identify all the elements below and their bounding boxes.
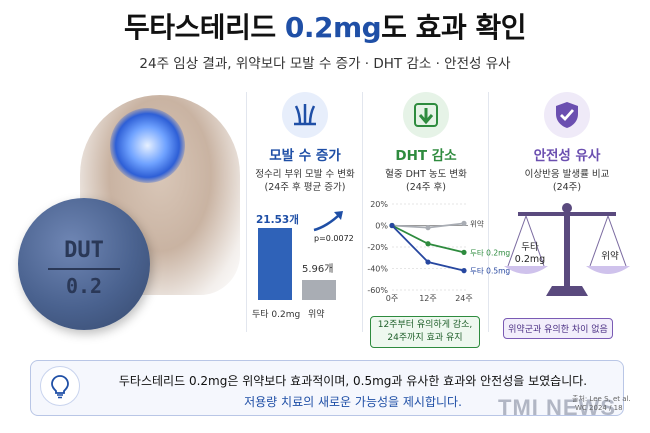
watermark-logo: TMI NEWS xyxy=(498,395,616,420)
page-title: 두타스테리드 0.2mg도 효과 확인 xyxy=(0,6,650,46)
dut-axis-label: 두타 0.2mg xyxy=(252,310,301,320)
hair-column: 모발 수 증가 정수리 부위 모발 수 변화 (24주 후 평균 증가) xyxy=(250,92,360,194)
safety-column: 안전성 유사 이상반응 발생률 비교 (24주) xyxy=(492,92,642,194)
safety-sub-1: 이상반응 발생률 비교 xyxy=(524,169,610,180)
trend-arrow-icon xyxy=(313,211,343,232)
series-label: 두타 0.5mg xyxy=(470,267,510,276)
data-point xyxy=(425,225,431,231)
series-label: 위약 xyxy=(470,218,484,228)
pill-illustration: DUT 0.2 xyxy=(18,198,150,330)
data-point xyxy=(461,268,467,274)
pill-text-top: DUT xyxy=(64,238,104,263)
source-line-1: 출처: Lee S, et al. xyxy=(572,395,631,403)
title-suffix: 도 효과 확인 xyxy=(381,11,526,44)
hair-follicle-icon xyxy=(282,92,328,138)
series-label: 두타 0.2mg xyxy=(470,248,510,257)
dht-note-line-2: 24주까지 효과 유지 xyxy=(387,333,463,343)
x-tick-label: 0주 xyxy=(386,294,398,303)
down-arrow-icon xyxy=(403,92,449,138)
shield-check-icon xyxy=(544,92,590,138)
y-tick-label: -20% xyxy=(367,243,388,252)
title-accent: 0.2mg xyxy=(284,11,382,44)
page-subtitle: 24주 임상 결과, 위약보다 모발 수 증가 · DHT 감소 · 안전성 유… xyxy=(139,56,511,72)
placebo-value-label: 5.96개 xyxy=(302,264,334,275)
summary-box xyxy=(30,360,624,416)
balance-scale-icon xyxy=(504,203,630,296)
data-point xyxy=(425,241,431,247)
hair-title: 모발 수 증가 xyxy=(269,148,341,164)
hair-sub-2: (24주 후 평균 증가) xyxy=(264,182,346,193)
dut-value-label: 21.53개 xyxy=(256,214,299,226)
lightbulb-icon xyxy=(40,366,80,406)
dht-sub-1: 혈중 DHT 농도 변화 xyxy=(385,169,467,180)
hair-sub-1: 정수리 부위 모발 수 변화 xyxy=(255,169,355,180)
divider-1 xyxy=(246,92,247,332)
left-pan-label: 두타 0.2mg xyxy=(514,242,546,265)
hair-bar-chart: 21.53개 5.96개 p=0.0072 xyxy=(250,198,362,303)
safety-sub-2: (24주) xyxy=(552,182,582,193)
dht-sub-2: (24주 후) xyxy=(405,182,446,193)
pill-score-line xyxy=(48,268,120,270)
dht-title: DHT 감소 xyxy=(395,148,457,164)
pill-text-bottom: 0.2 xyxy=(65,274,103,298)
bar-dut xyxy=(258,227,292,300)
y-tick-label: -60% xyxy=(367,286,388,295)
source-line-2: WC 2024 / 18 xyxy=(575,404,623,412)
safety-title: 안전성 유사 xyxy=(533,148,601,164)
summary-line-2: 저용량 치료의 새로운 가능성을 제시합니다. xyxy=(244,395,462,409)
bar-area xyxy=(250,226,362,300)
divider-3 xyxy=(488,92,489,332)
x-tick-label: 12주 xyxy=(419,294,437,303)
data-point xyxy=(461,220,467,226)
title-prefix: 두타스테리드 xyxy=(124,11,285,44)
dht-note: 12주부터 유의하게 감소, 24주까지 효과 유지 xyxy=(370,316,480,348)
right-pan-label: 위약 xyxy=(601,251,619,262)
y-tick-label: 0% xyxy=(375,222,388,231)
summary-line-1: 두타스테리드 0.2mg은 위약보다 효과적이며, 0.5mg과 유사한 효과와… xyxy=(118,374,588,388)
divider-2 xyxy=(362,92,363,332)
safety-note: 위약군과 유의한 차이 없음 xyxy=(503,318,613,339)
data-point xyxy=(461,249,467,255)
x-tick-label: 24주 xyxy=(455,294,473,303)
placebo-axis-label: 위약 xyxy=(308,310,325,320)
dht-note-line-1: 12주부터 유의하게 감소, xyxy=(377,320,473,330)
y-tick-label: -40% xyxy=(367,265,388,274)
y-tick-label: 20% xyxy=(370,200,388,209)
p-value-label: p=0.0072 xyxy=(314,234,354,243)
bar-placebo xyxy=(302,279,336,300)
dht-column: DHT 감소 혈중 DHT 농도 변화 (24주 후) xyxy=(366,92,486,194)
data-point xyxy=(389,222,395,229)
data-point xyxy=(425,259,431,265)
scalp-glow xyxy=(110,108,185,183)
